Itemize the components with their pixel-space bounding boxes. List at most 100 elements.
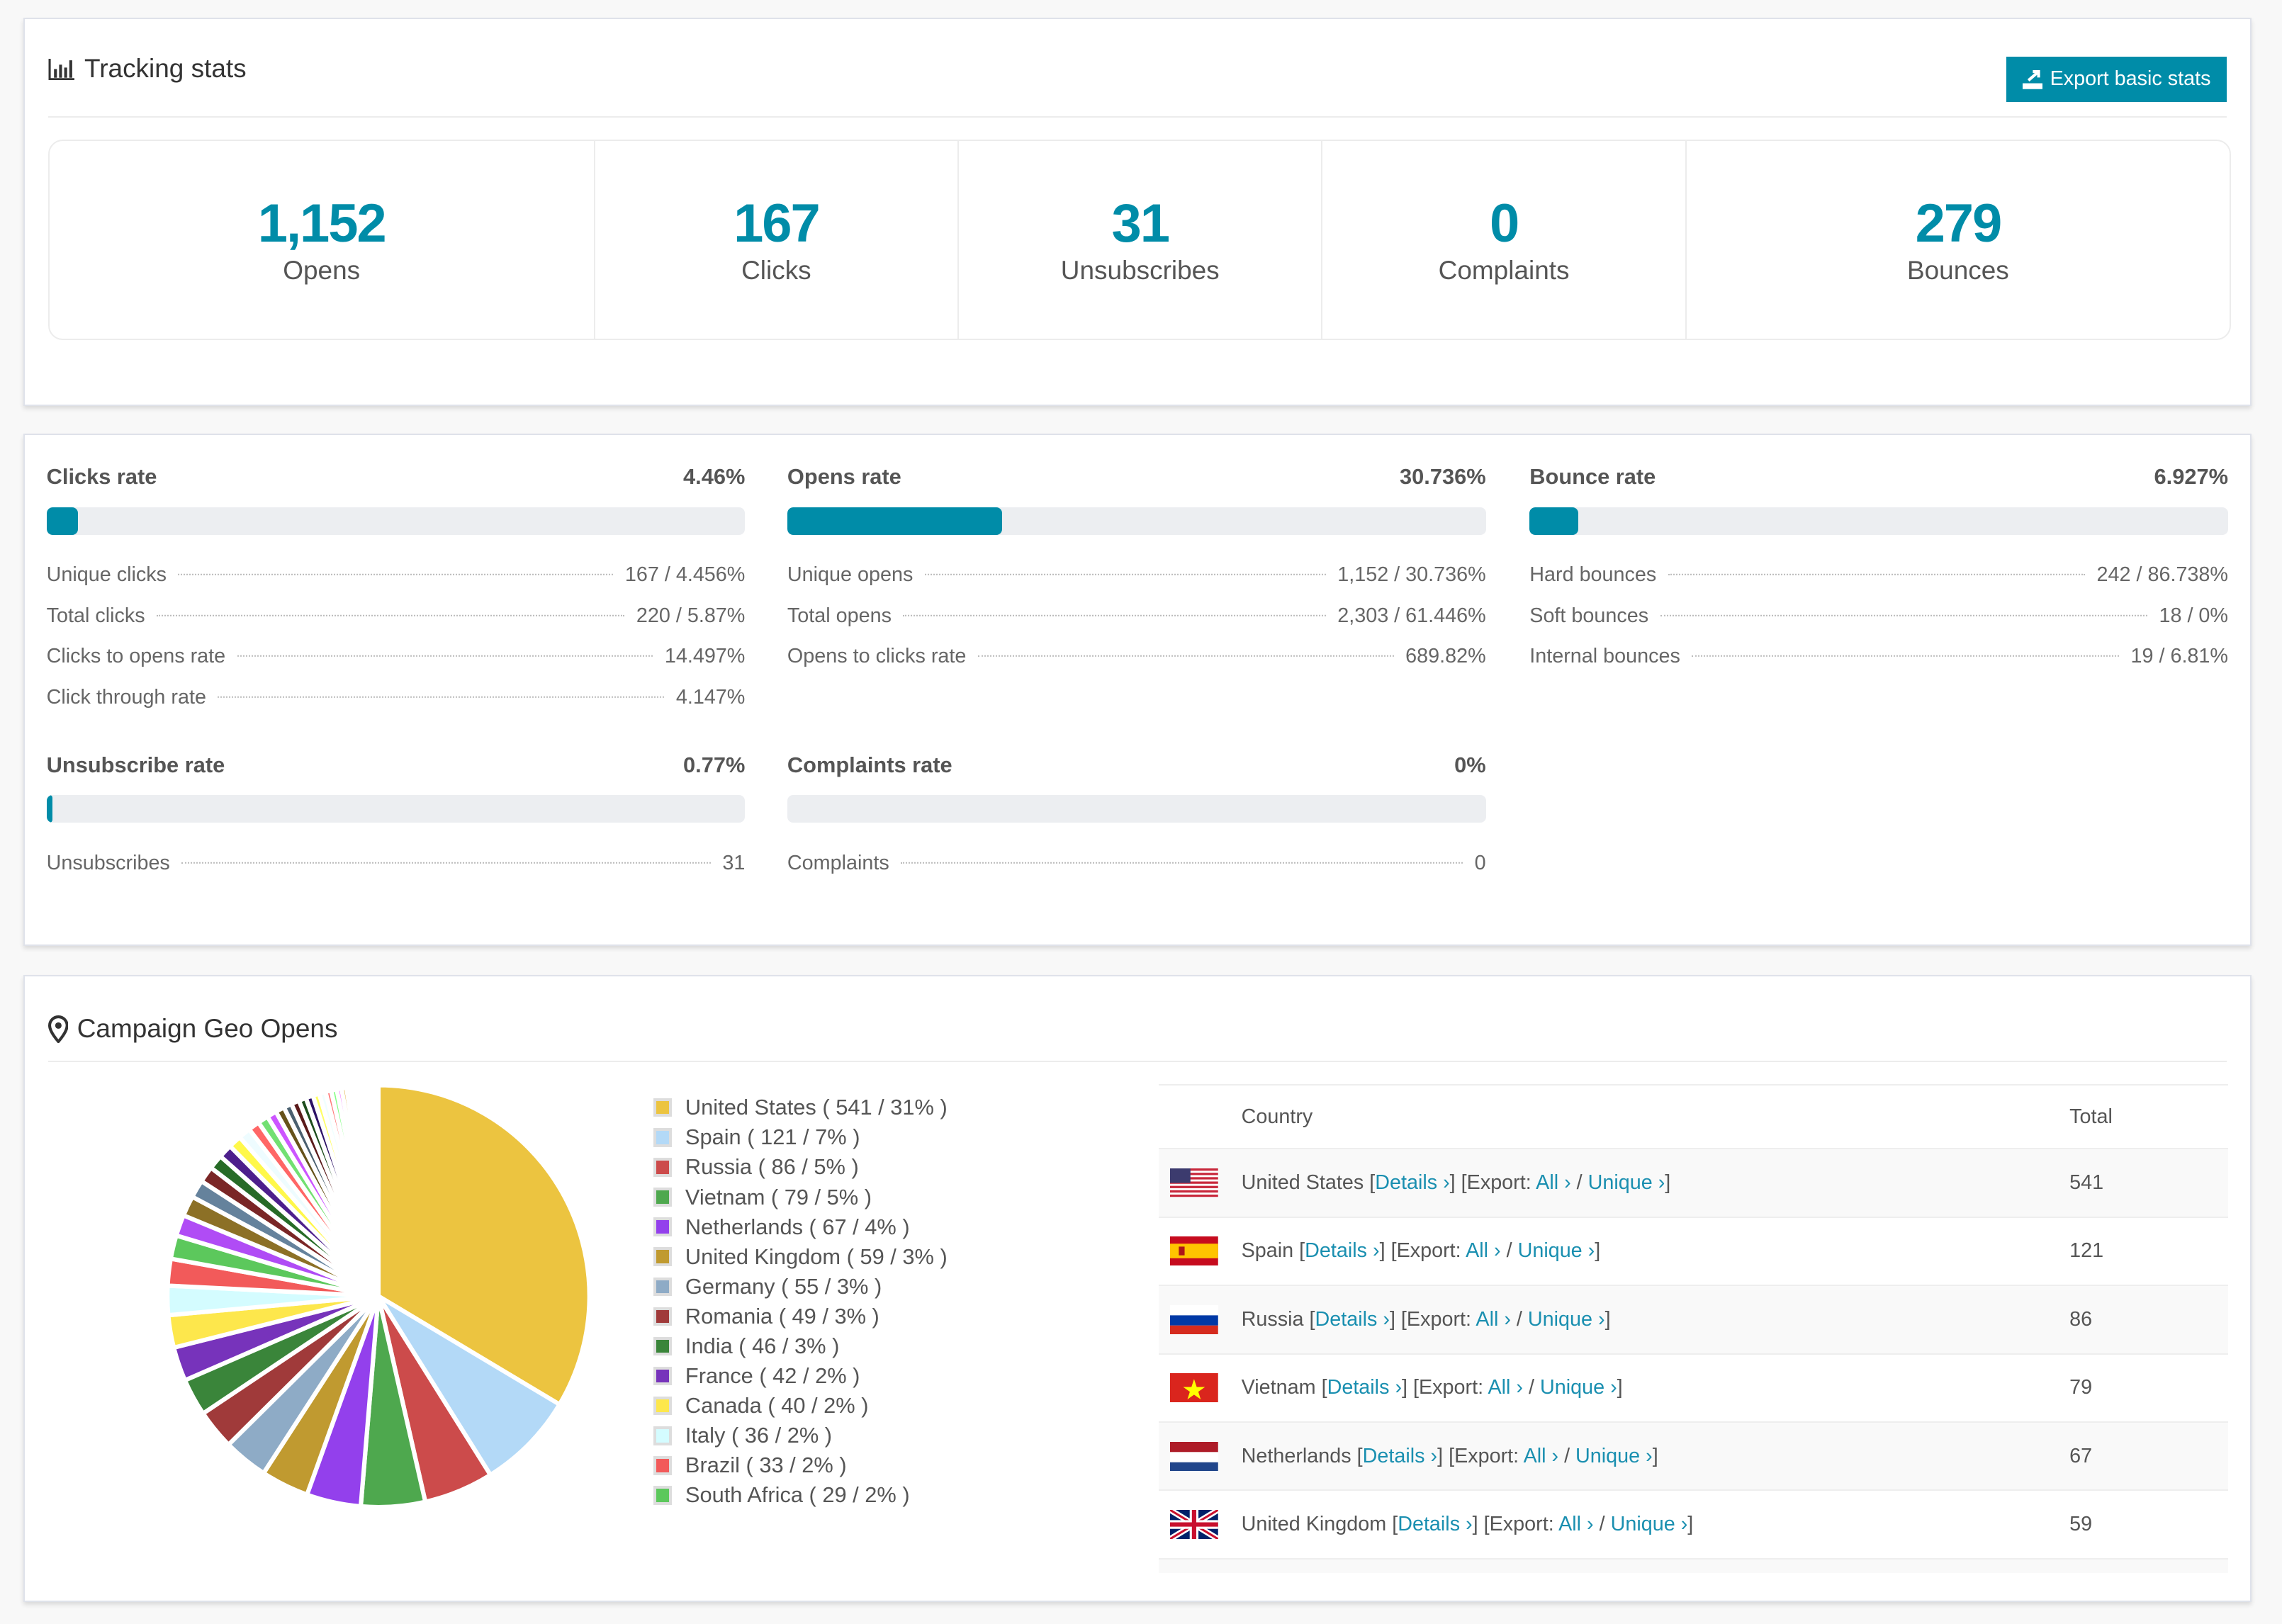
legend-swatch [653, 1277, 673, 1297]
legend-item[interactable]: India ( 46 / 3% ) [653, 1331, 948, 1361]
legend-item[interactable]: Brazil ( 33 / 2% ) [653, 1450, 948, 1480]
export-unique-link[interactable]: Unique [1587, 1171, 1653, 1194]
legend-percent: 4% [865, 1214, 896, 1239]
rate-title: Unsubscribe rate [46, 752, 225, 777]
rate-block: Bounce rate 6.927% Hard bounces 242 / 86.73… [1529, 464, 2228, 677]
total-cell: 541 [2069, 1171, 2104, 1194]
dotted-leader [1660, 614, 2148, 616]
export-unique-link[interactable]: Unique [1575, 1444, 1641, 1467]
legend-percent: 31% [890, 1095, 934, 1120]
chevron-right-icon: › [1510, 1376, 1523, 1399]
rate-block: Unsubscribe rate 0.77% Unsubscribes 31 [46, 752, 746, 884]
legend-value: 541 [836, 1095, 872, 1120]
dotted-leader [237, 655, 653, 658]
pie-slice-united-states[interactable] [376, 1083, 592, 1408]
ru-flag-icon [1170, 1304, 1218, 1334]
rate-progress-bar [46, 507, 746, 535]
chevron-right-icon: › [1581, 1513, 1594, 1536]
country-name: Netherlands [1241, 1444, 1351, 1467]
rate-block: Clicks rate 4.46% Unique clicks 167 / 4.456… [46, 464, 746, 718]
legend-swatch [653, 1128, 673, 1147]
legend-percent: 2% [824, 1393, 855, 1419]
export-all-link[interactable]: All [1476, 1307, 1499, 1331]
rate-row-value: 0 [1474, 852, 1486, 875]
legend-item[interactable]: Spain ( 121 / 7% ) [653, 1122, 948, 1152]
pie-slice-spain[interactable] [376, 1295, 563, 1479]
legend-item[interactable]: Romania ( 49 / 3% ) [653, 1302, 948, 1331]
export-all-link[interactable]: All [1523, 1444, 1546, 1467]
legend-percent: 3% [834, 1303, 866, 1329]
column-header-total: Total [2069, 1105, 2113, 1128]
legend-label: South Africa ( 29 / 2% ) [685, 1482, 910, 1508]
rate-row-label: Total opens [787, 604, 892, 627]
legend-percent: 2% [865, 1482, 896, 1508]
details-link[interactable]: Details [1362, 1444, 1425, 1467]
legend-label: Vietnam ( 79 / 5% ) [685, 1184, 872, 1209]
rate-row-label: Internal bounces [1529, 645, 1680, 668]
rate-title: Bounce rate [1529, 464, 1656, 490]
rate-rows: Unsubscribes 31 [47, 843, 746, 884]
table-row: United States [Details ›] [Export: All ›… [1158, 1149, 2228, 1218]
legend-value: 29 [822, 1482, 847, 1508]
rate-row: Soft bounces 18 / 0% [1529, 596, 2228, 637]
rate-header: Clicks rate 4.46% [47, 464, 746, 490]
export-unique-link[interactable]: Unique [1527, 1307, 1593, 1331]
legend-item[interactable]: United States ( 541 / 31% ) [653, 1093, 948, 1122]
rate-row-label: Unique opens [787, 563, 914, 587]
us-flag-icon [1170, 1168, 1218, 1197]
map-pin-icon [47, 1015, 69, 1043]
details-link[interactable]: Details [1375, 1171, 1438, 1194]
export-all-link[interactable]: All [1466, 1239, 1489, 1263]
legend-name: Vietnam [685, 1184, 765, 1209]
details-link[interactable]: Details [1327, 1376, 1390, 1399]
legend-value: 40 [781, 1393, 806, 1419]
details-link[interactable]: Details [1315, 1307, 1378, 1331]
legend-label: Spain ( 121 / 7% ) [685, 1124, 860, 1150]
pie-legend: United States ( 541 / 31% ) Spain ( 121 /… [653, 1093, 948, 1510]
rate-row: Clicks to opens rate 14.497% [47, 636, 746, 677]
legend-item[interactable]: Italy ( 36 / 2% ) [653, 1421, 948, 1450]
legend-percent: 5% [814, 1154, 845, 1180]
dotted-leader [218, 696, 665, 698]
rate-title: Complaints rate [787, 752, 952, 777]
column-header-country: Country [1241, 1105, 1313, 1128]
details-link[interactable]: Details [1398, 1513, 1461, 1536]
legend-item[interactable]: South Africa ( 29 / 2% ) [653, 1480, 948, 1510]
legend-item[interactable]: Vietnam ( 79 / 5% ) [653, 1182, 948, 1212]
legend-item[interactable]: Russia ( 86 / 5% ) [653, 1152, 948, 1182]
rates-panel: Clicks rate 4.46% Unique clicks 167 / 4.456… [23, 433, 2252, 946]
export-basic-stats-button[interactable]: Export basic stats [2006, 57, 2227, 102]
legend-name: United States [685, 1095, 816, 1120]
rate-progress-bar [787, 507, 1486, 535]
export-unique-link[interactable]: Unique [1610, 1513, 1675, 1536]
export-unique-link[interactable]: Unique [1517, 1239, 1583, 1263]
rate-row-label: Click through rate [46, 685, 206, 709]
export-all-link[interactable]: All [1558, 1513, 1582, 1536]
tracking-stats-title: Tracking stats [48, 54, 247, 84]
rate-value: 30.736% [1400, 464, 1486, 490]
rate-rows: Unique opens 1,152 / 30.736% Total opens 2,… [787, 555, 1486, 677]
divider [47, 1061, 2227, 1063]
legend-item[interactable]: Germany ( 55 / 3% ) [653, 1272, 948, 1302]
rate-row-value: 19 / 6.81% [2130, 645, 2228, 668]
legend-name: United Kingdom [685, 1244, 841, 1269]
geo-pie-chart [165, 1083, 592, 1510]
table-row: United Kingdom [Details ›] [Export: All … [1158, 1491, 2228, 1560]
legend-item[interactable]: Netherlands ( 67 / 4% ) [653, 1212, 948, 1242]
rate-row-value: 1,152 / 30.736% [1337, 563, 1486, 587]
legend-item[interactable]: Canada ( 40 / 2% ) [653, 1391, 948, 1421]
legend-value: 55 [794, 1273, 819, 1299]
total-cell: 59 [2069, 1513, 2093, 1536]
rate-row-label: Hard bounces [1529, 563, 1657, 587]
legend-name: Russia [685, 1154, 753, 1180]
legend-swatch [653, 1188, 673, 1207]
rate-row-value: 242 / 86.738% [2096, 563, 2228, 587]
export-all-link[interactable]: All [1536, 1171, 1559, 1194]
legend-name: Romania [685, 1303, 773, 1329]
legend-value: 49 [792, 1303, 816, 1329]
legend-item[interactable]: United Kingdom ( 59 / 3% ) [653, 1242, 948, 1272]
details-link[interactable]: Details [1305, 1239, 1368, 1263]
export-all-link[interactable]: All [1488, 1376, 1511, 1399]
legend-item[interactable]: France ( 42 / 2% ) [653, 1361, 948, 1391]
export-unique-link[interactable]: Unique [1539, 1376, 1605, 1399]
